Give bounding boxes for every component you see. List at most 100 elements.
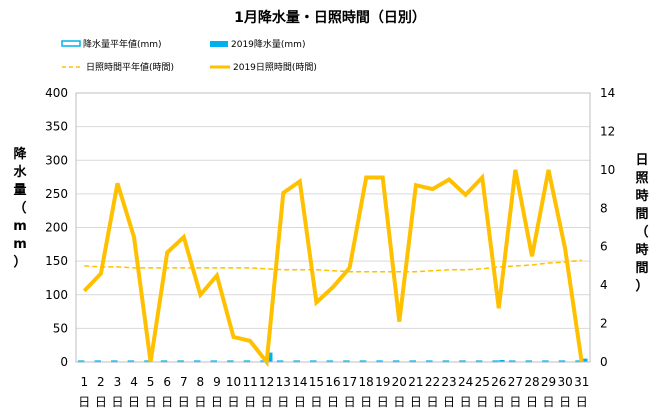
- right-tick-label: 2: [600, 317, 608, 331]
- x-tick-suffix: 日: [426, 395, 438, 408]
- x-tick-label: 30: [557, 375, 572, 389]
- x-axis-ticks: 1日2日3日4日5日6日7日8日9日10日11日12日13日14日15日16日1…: [78, 375, 589, 408]
- x-tick-suffix: 日: [228, 395, 240, 408]
- x-tick-suffix: 日: [443, 395, 455, 408]
- line-normal-sunshine-path: [84, 259, 582, 273]
- x-tick-suffix: 日: [509, 395, 521, 408]
- x-tick-suffix: 日: [78, 395, 90, 408]
- x-tick-label: 1: [80, 375, 88, 389]
- x-tick-label: 7: [180, 375, 188, 389]
- legend-item-2019-precip: 2019降水量(mm): [210, 38, 305, 50]
- x-tick-label: 18: [359, 375, 374, 389]
- x-tick-suffix: 日: [543, 395, 555, 408]
- bar-2019-precip: [267, 352, 273, 362]
- x-tick-suffix: 日: [526, 395, 538, 408]
- x-tick-label: 13: [276, 375, 291, 389]
- x-tick-label: 16: [325, 375, 340, 389]
- left-tick-label: 0: [60, 355, 68, 369]
- x-tick-suffix: 日: [294, 395, 306, 408]
- legend: 降水量平年値(mm) 2019降水量(mm) 日照時間平年値(時間) 2019日…: [61, 38, 317, 73]
- legend-item-normal-precip: 降水量平年値(mm): [61, 38, 162, 50]
- x-tick-label: 29: [541, 375, 556, 389]
- left-tick-label: 350: [45, 120, 68, 134]
- left-tick-label: 250: [45, 187, 68, 201]
- legend-label-2019-sunshine: 2019日照時間(時間): [233, 62, 317, 73]
- x-tick-label: 25: [475, 375, 490, 389]
- legend-label-normal-precip: 降水量平年値(mm): [83, 38, 162, 50]
- legend-label-normal-sunshine: 日照時間平年値(時間): [86, 61, 174, 73]
- legend-item-normal-sunshine: 日照時間平年値(時間): [62, 61, 174, 73]
- x-tick-suffix: 日: [393, 395, 405, 408]
- left-tick-label: 300: [45, 153, 68, 167]
- left-axis-ticks: 0 50 100 150 200 250 300 350 400: [45, 86, 68, 369]
- x-tick-suffix: 日: [327, 395, 339, 408]
- left-tick-label: 200: [45, 221, 68, 235]
- line-2019-sunshine: [82, 169, 584, 368]
- x-tick-suffix: 日: [410, 395, 422, 408]
- x-tick-suffix: 日: [95, 395, 107, 408]
- x-tick-label: 8: [197, 375, 205, 389]
- bar-2019-precip: [582, 358, 588, 362]
- bar-2019-precip: [499, 359, 505, 362]
- x-tick-suffix: 日: [261, 395, 273, 408]
- x-tick-suffix: 日: [310, 395, 322, 408]
- plot-border: [75, 92, 591, 363]
- x-tick-label: 15: [309, 375, 324, 389]
- x-tick-label: 17: [342, 375, 357, 389]
- x-tick-label: 22: [425, 375, 440, 389]
- x-tick-label: 23: [441, 375, 456, 389]
- x-tick-suffix: 日: [244, 395, 256, 408]
- left-tick-label: 50: [53, 321, 68, 335]
- right-tick-label: 6: [600, 240, 608, 254]
- line-normal-sunshine: [84, 259, 582, 273]
- x-tick-suffix: 日: [493, 395, 505, 408]
- right-axis-ticks: 0 2 4 6 8 10 12 14: [600, 86, 615, 369]
- x-tick-suffix: 日: [559, 395, 571, 408]
- x-tick-suffix: 日: [194, 395, 206, 408]
- x-tick-suffix: 日: [344, 395, 356, 408]
- x-tick-label: 2: [97, 375, 105, 389]
- x-tick-label: 3: [114, 375, 122, 389]
- x-tick-label: 9: [213, 375, 221, 389]
- left-axis-title: 降水量（ m m）: [13, 146, 27, 270]
- right-axis-title: 日照時間（時間）: [635, 153, 648, 294]
- x-tick-label: 20: [392, 375, 407, 389]
- right-tick-label: 4: [600, 278, 608, 292]
- right-tick-label: 12: [600, 124, 615, 138]
- x-tick-suffix: 日: [476, 395, 488, 408]
- x-tick-label: 26: [491, 375, 506, 389]
- x-tick-suffix: 日: [360, 395, 372, 408]
- x-tick-label: 19: [375, 375, 390, 389]
- x-tick-label: 14: [292, 375, 307, 389]
- x-tick-suffix: 日: [377, 395, 389, 408]
- x-tick-suffix: 日: [277, 395, 289, 408]
- legend-swatch-normal-precip: [61, 40, 81, 47]
- x-tick-label: 6: [163, 375, 171, 389]
- chart-title: 1月降水量・日照時間（日別）: [234, 9, 426, 26]
- x-tick-suffix: 日: [111, 395, 123, 408]
- x-tick-label: 5: [147, 375, 155, 389]
- x-tick-label: 28: [524, 375, 539, 389]
- x-tick-label: 11: [242, 375, 257, 389]
- right-tick-label: 0: [600, 355, 608, 369]
- x-tick-suffix: 日: [460, 395, 472, 408]
- x-tick-label: 4: [130, 375, 138, 389]
- x-tick-suffix: 日: [128, 395, 140, 408]
- legend-label-2019-precip: 2019降水量(mm): [231, 38, 305, 50]
- legend-swatch-2019-precip: [210, 41, 228, 47]
- x-tick-label: 10: [226, 375, 241, 389]
- x-tick-label: 31: [574, 375, 589, 389]
- right-tick-label: 14: [600, 86, 615, 100]
- left-tick-label: 100: [45, 288, 68, 302]
- x-tick-label: 24: [458, 375, 473, 389]
- x-tick-suffix: 日: [161, 395, 173, 408]
- x-tick-label: 12: [259, 375, 274, 389]
- line-2019-sunshine-path: [82, 169, 584, 368]
- x-tick-label: 27: [508, 375, 523, 389]
- legend-item-2019-sunshine: 2019日照時間(時間): [210, 62, 317, 73]
- x-tick-suffix: 日: [576, 395, 588, 408]
- x-tick-suffix: 日: [145, 395, 157, 408]
